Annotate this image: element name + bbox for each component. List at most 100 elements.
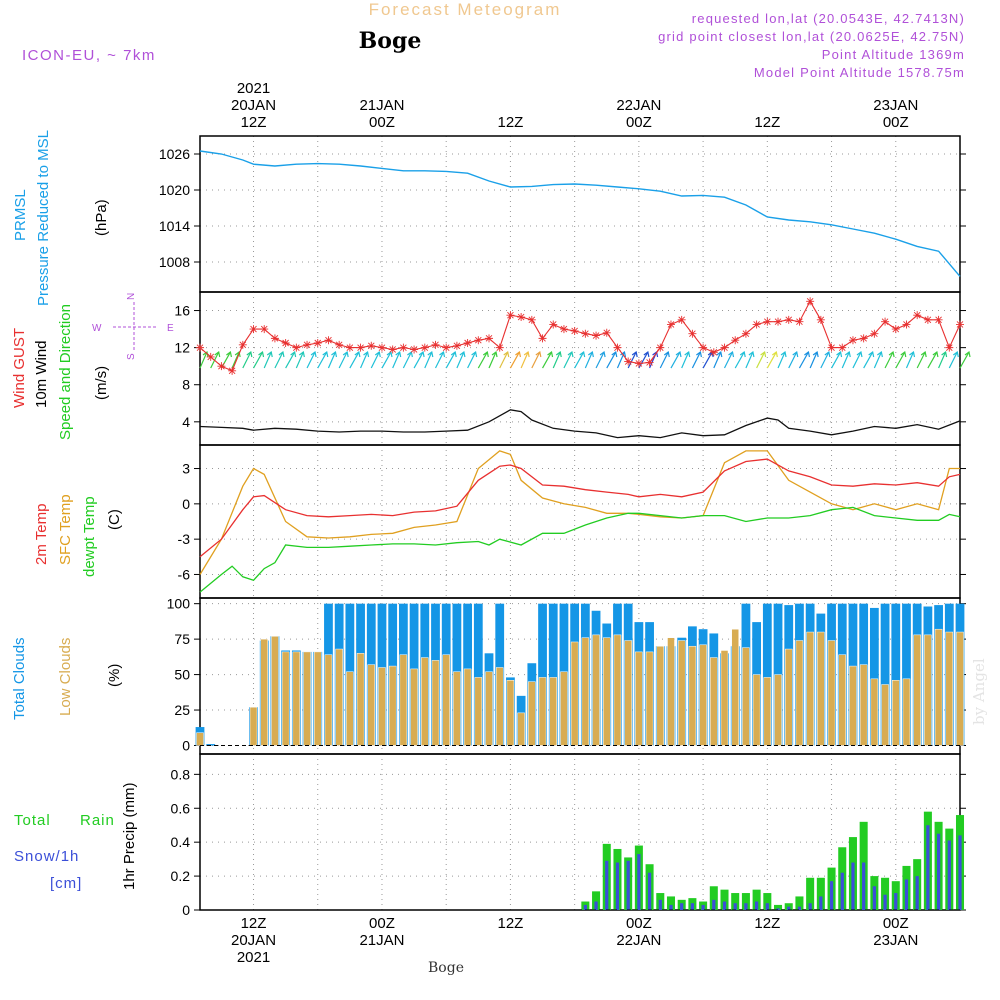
gust-marker — [795, 317, 804, 326]
time-label: 12Z — [241, 915, 267, 932]
wind-arrow — [242, 351, 252, 369]
wind-arrowhead — [748, 350, 755, 358]
low-cloud-bar — [421, 657, 429, 746]
snow-bar — [755, 901, 759, 910]
low-cloud-bar — [453, 671, 461, 746]
gust-marker — [399, 343, 408, 352]
wind-arrow — [766, 351, 777, 369]
snow-bar — [626, 860, 630, 910]
temperature-panel: 3 0 -3 -6 — [178, 444, 966, 599]
gust-marker — [656, 343, 665, 352]
clouds-tick-label: 25 — [174, 702, 190, 718]
low-cloud-bar — [645, 651, 654, 746]
compass-w: W — [92, 323, 102, 334]
wind-arrow — [831, 351, 842, 369]
gust-marker — [442, 343, 451, 352]
low-cloud-bar — [260, 638, 268, 746]
wind-arrowhead — [246, 350, 253, 358]
wind-arrow — [563, 351, 573, 369]
gust-marker — [367, 341, 376, 350]
rain-bar — [806, 877, 815, 910]
precip-label-total: Total — [14, 812, 51, 829]
snow-bar — [926, 825, 930, 910]
rain-bar — [666, 896, 675, 910]
wind-arrow — [306, 351, 316, 369]
low-cloud-bar — [924, 634, 932, 746]
low-cloud-bar — [356, 653, 365, 746]
time-label: 22JAN — [616, 97, 661, 114]
pressure-label-prmsl: PRMSL — [12, 189, 29, 241]
gust-marker — [260, 325, 269, 334]
wind-arrowhead — [812, 350, 819, 358]
wind-arrow — [820, 351, 830, 369]
wind-arrowhead — [716, 350, 723, 358]
watermark: by Angel — [970, 658, 988, 725]
wind-arrowhead — [278, 350, 285, 358]
gust-marker — [592, 331, 601, 340]
wind-arrow — [349, 351, 360, 369]
temp-tick-label: 0 — [182, 496, 190, 512]
low-cloud-bar — [528, 681, 536, 746]
total-cloud-bar — [538, 603, 547, 746]
product-title: Forecast Meteogram — [369, 0, 562, 19]
wind-arrowhead — [459, 350, 466, 358]
low-cloud-bar — [731, 628, 739, 746]
time-label: 22JAN — [616, 932, 661, 949]
wind-arrow — [841, 351, 850, 369]
precip-axis-labels: Total Rain Snow/1h [cm] 1hr Precip (mm) — [14, 782, 138, 892]
rain-bar — [731, 893, 740, 910]
grid-point: grid point closest lon,lat (20.0625E, 42… — [658, 29, 965, 44]
low-cloud-bar — [817, 631, 825, 746]
gust-marker — [303, 340, 312, 349]
wind-arrowhead — [941, 350, 948, 358]
wind-arrow — [959, 351, 970, 369]
low-cloud-bar — [313, 651, 322, 746]
low-cloud-bar — [774, 674, 782, 746]
low-cloud-bar — [763, 677, 772, 746]
snow-bar — [605, 860, 609, 910]
gust-marker — [474, 336, 483, 345]
wind-arrowhead — [760, 350, 767, 358]
gust-marker — [752, 320, 761, 329]
wind-arrow — [392, 351, 401, 369]
precip-panel: 0.8 0.6 0.4 0.2 0 — [171, 753, 966, 918]
wind-arrowhead — [792, 350, 799, 358]
low-cloud-bar — [378, 667, 386, 746]
wind-axis-labels: Wind GUST 10m Wind Speed and Direction (… — [11, 293, 174, 440]
snow-bar — [733, 903, 737, 910]
gust-marker — [538, 334, 547, 343]
wind-arrowhead — [310, 350, 317, 358]
gust-marker — [741, 329, 750, 338]
low-cloud-bar — [249, 706, 258, 746]
low-cloud-bar — [410, 668, 418, 746]
low-cloud-bar — [303, 651, 311, 746]
rain-bar — [774, 904, 783, 910]
wind-arrowhead — [450, 350, 457, 358]
compass-s: S — [126, 353, 137, 360]
precip-label-snow: Snow/1h — [14, 848, 79, 865]
wind-arrow — [691, 351, 701, 369]
low-cloud-bar — [324, 654, 333, 746]
wind-arrowhead — [804, 350, 811, 358]
wind-arrow — [542, 351, 553, 369]
low-cloud-bar — [806, 631, 814, 746]
rain-bar — [795, 896, 804, 910]
low-cloud-bar — [388, 665, 397, 746]
wind-unit: (m/s) — [93, 366, 110, 400]
time-label: 2021 — [237, 949, 270, 966]
snow-bar — [862, 862, 866, 910]
wind-arrow — [499, 351, 509, 369]
wind-arrowhead — [354, 350, 361, 358]
temp2m-line — [199, 458, 961, 558]
wind-arrow — [681, 351, 690, 369]
wind-arrowhead — [374, 350, 381, 358]
snow-bar — [765, 903, 769, 910]
wind-arrow — [884, 351, 894, 369]
clouds-label-total: Total Clouds — [11, 637, 28, 720]
wind-arrow — [670, 351, 681, 369]
low-cloud-bar — [538, 677, 547, 746]
wind-arrow — [584, 351, 593, 369]
gust-marker — [731, 336, 740, 345]
